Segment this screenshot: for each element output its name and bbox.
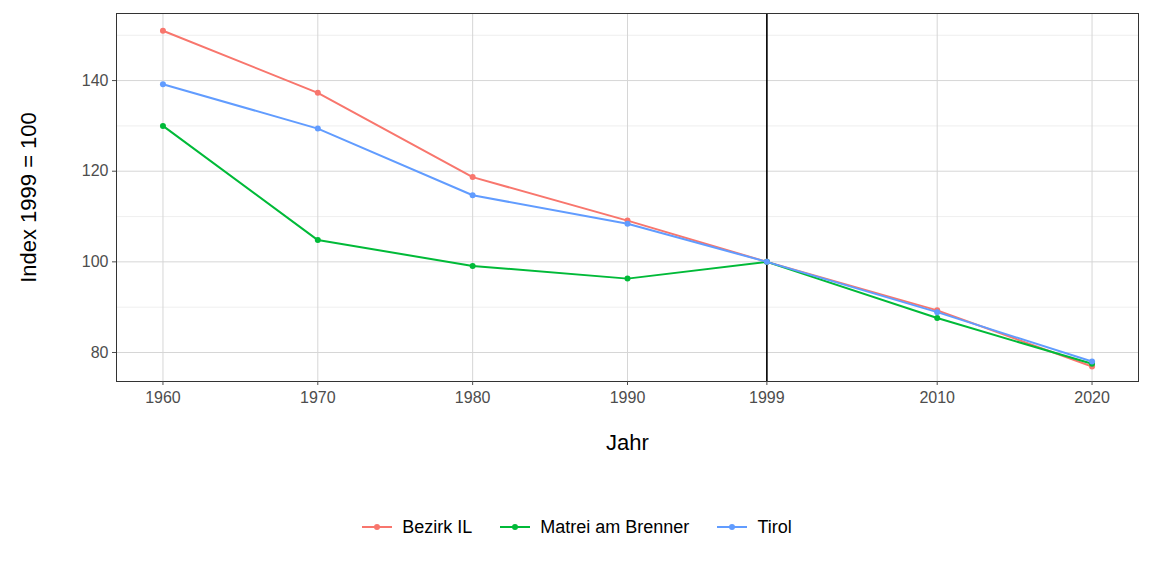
svg-text:1999: 1999 bbox=[749, 389, 785, 406]
svg-text:2010: 2010 bbox=[919, 389, 955, 406]
svg-text:1970: 1970 bbox=[300, 389, 336, 406]
svg-text:1990: 1990 bbox=[610, 389, 646, 406]
svg-text:Jahr: Jahr bbox=[606, 430, 649, 455]
svg-text:1960: 1960 bbox=[145, 389, 181, 406]
html-text:Bezirk IL: Bezirk IL bbox=[402, 516, 473, 537]
html-text:Tirol: Tirol bbox=[757, 516, 792, 537]
svg-text:Index 1999 = 100: Index 1999 = 100 bbox=[16, 112, 41, 283]
svg-text:120: 120 bbox=[82, 162, 109, 179]
svg-text:100: 100 bbox=[82, 253, 109, 270]
html-text:Matrei am Brenner: Matrei am Brenner bbox=[540, 516, 690, 537]
svg-text:140: 140 bbox=[82, 72, 109, 89]
svg-text:2020: 2020 bbox=[1074, 389, 1110, 406]
svg-text:80: 80 bbox=[91, 344, 109, 361]
svg-text:1980: 1980 bbox=[455, 389, 491, 406]
